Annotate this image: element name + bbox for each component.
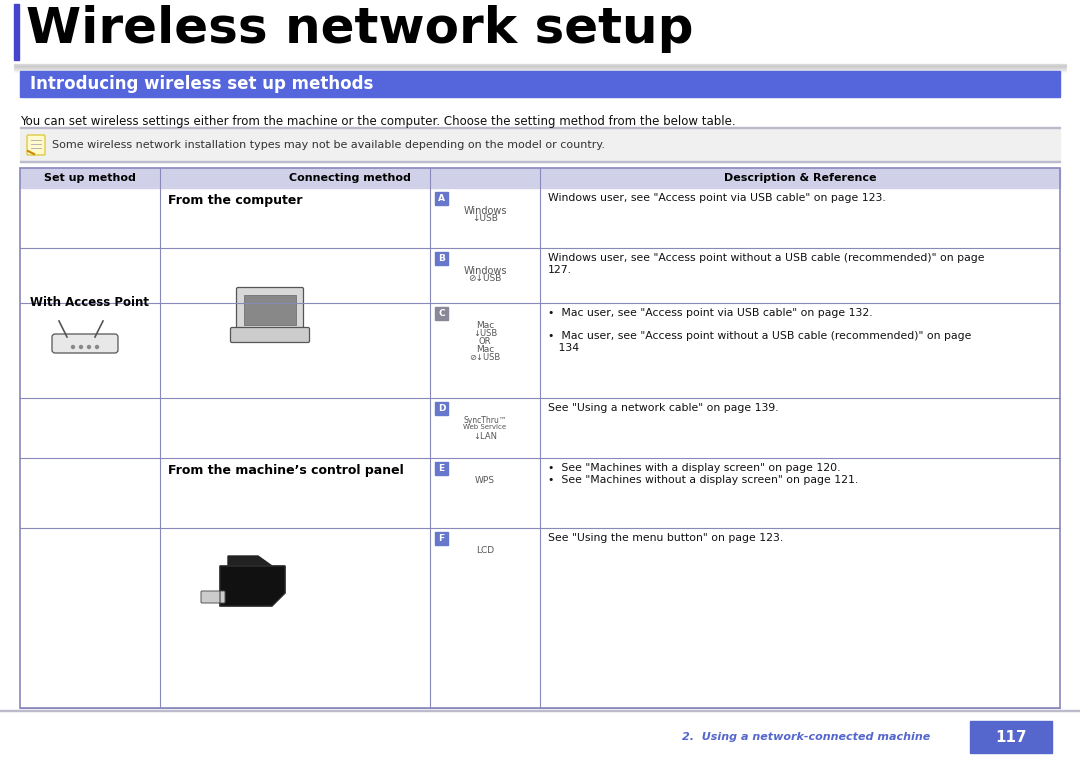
Text: From the computer: From the computer (168, 194, 302, 207)
Polygon shape (220, 566, 285, 606)
Text: See "Using a network cable" on page 139.: See "Using a network cable" on page 139. (548, 403, 779, 413)
Bar (435, 402, 448, 415)
Bar (21, 161, 1059, 162)
Bar (14, 69, 1066, 70)
Bar (14, 70, 1066, 71)
FancyBboxPatch shape (237, 288, 303, 333)
Text: Wireless network setup: Wireless network setup (26, 5, 693, 53)
Text: SyncThru™: SyncThru™ (463, 416, 507, 425)
Text: C: C (438, 309, 445, 318)
Bar (435, 307, 448, 320)
Text: •  See "Machines with a display screen" on page 120.
•  See "Machines without a : • See "Machines with a display screen" o… (548, 463, 859, 485)
Text: Windows: Windows (463, 206, 507, 216)
Text: 117: 117 (995, 729, 1027, 745)
FancyBboxPatch shape (52, 334, 118, 353)
Text: Windows user, see "Access point without a USB cable (recommended)" on page
127.: Windows user, see "Access point without … (548, 253, 985, 275)
Bar (0, 711, 1080, 763)
Bar (14, 72, 1066, 73)
Bar (14, 67, 1066, 68)
Circle shape (87, 346, 91, 349)
Bar (21, 128, 1059, 162)
Bar (244, 295, 296, 325)
Bar (14, 68, 1066, 69)
Text: 2.  Using a network-connected machine: 2. Using a network-connected machine (681, 732, 930, 742)
Text: With Access Point: With Access Point (30, 297, 149, 310)
Text: ↓USB: ↓USB (472, 214, 498, 223)
Bar (21, 168, 1059, 708)
FancyBboxPatch shape (230, 327, 310, 343)
Bar (21, 168, 1059, 188)
Text: E: E (438, 464, 445, 473)
Text: Mac: Mac (476, 321, 495, 330)
Circle shape (80, 346, 82, 349)
Text: ↓USB: ↓USB (473, 329, 497, 338)
Text: F: F (438, 534, 445, 543)
Text: Connecting method: Connecting method (289, 173, 410, 183)
Text: Mac: Mac (476, 345, 495, 354)
Text: Some wireless network installation types may not be available depending on the m: Some wireless network installation types… (52, 140, 605, 150)
Bar (435, 462, 448, 475)
Text: LCD: LCD (476, 546, 494, 555)
Text: ⊘↓USB: ⊘↓USB (469, 274, 502, 283)
Bar (0, 710, 1080, 711)
Text: ⊘↓USB: ⊘↓USB (470, 353, 501, 362)
Circle shape (71, 346, 75, 349)
Text: B: B (438, 254, 445, 263)
Text: Set up method: Set up method (44, 173, 136, 183)
FancyBboxPatch shape (27, 135, 45, 155)
Bar (21, 71, 1059, 97)
Text: OR: OR (478, 337, 491, 346)
Bar (14, 66, 1066, 67)
Text: A: A (438, 194, 445, 203)
Circle shape (95, 346, 98, 349)
FancyBboxPatch shape (201, 591, 225, 603)
Bar (970, 721, 1052, 753)
Bar (14, 65, 1066, 66)
Text: Windows: Windows (463, 266, 507, 276)
Text: WPS: WPS (475, 476, 495, 485)
Text: From the machine’s control panel: From the machine’s control panel (168, 464, 404, 477)
Text: Windows user, see "Access point via USB cable" on page 123.: Windows user, see "Access point via USB … (548, 193, 886, 203)
Text: Web Service: Web Service (463, 424, 507, 430)
Text: See "Using the menu button" on page 123.: See "Using the menu button" on page 123. (548, 533, 783, 543)
Bar (21, 127, 1059, 128)
Bar (435, 252, 448, 265)
Polygon shape (228, 556, 272, 566)
Text: D: D (437, 404, 445, 413)
Text: Description & Reference: Description & Reference (724, 173, 876, 183)
Text: Introducing wireless set up methods: Introducing wireless set up methods (30, 75, 374, 93)
Bar (435, 532, 448, 545)
Bar (435, 192, 448, 205)
Text: •  Mac user, see "Access point via USB cable" on page 132.

•  Mac user, see "Ac: • Mac user, see "Access point via USB ca… (548, 308, 971, 353)
Text: ↓LAN: ↓LAN (473, 432, 497, 441)
Bar (14, 64, 1066, 65)
Bar (14, 4, 19, 60)
Bar (14, 71, 1066, 72)
Text: You can set wireless settings either from the machine or the computer. Choose th: You can set wireless settings either fro… (21, 115, 735, 128)
